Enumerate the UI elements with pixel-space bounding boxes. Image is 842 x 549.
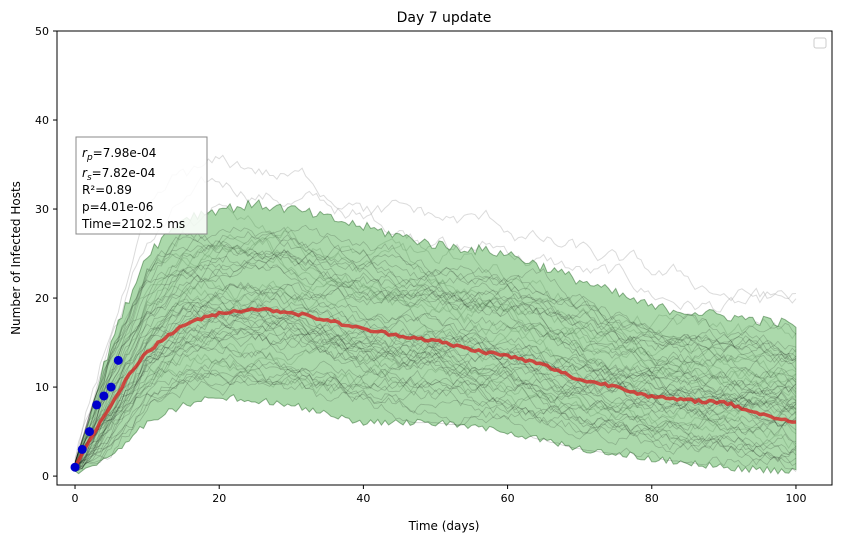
y-tick-label: 50 — [35, 25, 49, 38]
band-area — [74, 199, 797, 475]
y-axis-ticks: 0 10 20 30 40 50 — [35, 25, 57, 483]
simulation-trace — [74, 285, 797, 469]
simulation-trace — [74, 244, 797, 469]
plot-frame — [56, 30, 833, 486]
band-trace — [74, 226, 797, 463]
band-trace — [74, 319, 797, 465]
band-trace — [74, 315, 797, 467]
simulation-trace — [74, 279, 797, 463]
x-tick-label: 20 — [212, 492, 226, 505]
observed-points — [70, 355, 123, 472]
band-trace — [74, 250, 797, 466]
observed-point — [84, 427, 94, 437]
y-tick-label: 10 — [35, 381, 49, 394]
r2-text: R²=0.89 — [82, 183, 132, 197]
band-trace — [74, 284, 797, 472]
mean-curve — [73, 306, 797, 469]
band-trace — [74, 234, 797, 463]
band-trace — [74, 329, 797, 464]
confidence-band — [74, 199, 797, 475]
observed-point — [77, 444, 87, 454]
band-trace — [74, 304, 797, 468]
band-trace — [74, 357, 797, 472]
band-trace — [74, 231, 797, 463]
observed-point — [92, 400, 102, 410]
band-trace — [74, 281, 797, 464]
x-tick-label: 40 — [356, 492, 370, 505]
band-trace — [74, 331, 797, 471]
y-tick-label: 40 — [35, 114, 49, 127]
band-trace — [74, 304, 797, 472]
p-value-text: p=4.01e-06 — [82, 200, 153, 214]
time-text: Time=2102.5 ms — [81, 217, 185, 231]
simulation-trace — [74, 345, 797, 466]
x-axis-ticks: 0 20 40 60 80 100 — [72, 485, 806, 505]
y-tick-label: 0 — [42, 470, 49, 483]
band-trace — [74, 369, 797, 470]
observed-point — [106, 382, 116, 392]
simulation-trace — [74, 237, 797, 461]
y-tick-label: 30 — [35, 203, 49, 216]
observed-point — [99, 391, 109, 401]
simulation-trace — [74, 226, 797, 462]
band-trace — [74, 312, 797, 467]
observed-point — [113, 355, 123, 365]
band-trace — [74, 274, 797, 463]
simulation-trace — [74, 285, 797, 468]
band-trace — [74, 368, 797, 472]
band-trace — [74, 333, 797, 467]
band-trace — [74, 231, 797, 463]
observed-point — [70, 462, 80, 472]
band-trace — [74, 367, 797, 467]
band-trace — [74, 301, 797, 470]
band-trace — [74, 298, 797, 472]
band-trace — [74, 359, 797, 470]
x-tick-label: 100 — [785, 492, 806, 505]
simulation-trace — [74, 330, 797, 470]
band-trace — [74, 309, 797, 470]
simulation-trace — [74, 353, 797, 470]
x-tick-label: 80 — [645, 492, 659, 505]
band-trace — [74, 224, 797, 463]
x-axis-label: Time (days) — [408, 519, 480, 533]
rs-text: rs=7.82e-04 — [82, 166, 155, 183]
band-trace — [75, 366, 797, 470]
band-trace — [74, 262, 797, 466]
band-trace — [74, 291, 797, 465]
band-trace — [74, 340, 797, 471]
mean-line — [73, 306, 797, 469]
band-trace — [74, 249, 797, 472]
legend-box — [813, 37, 827, 49]
band-trace — [74, 255, 797, 464]
band-trace — [74, 249, 797, 466]
y-tick-label: 20 — [35, 292, 49, 305]
band-trace — [74, 353, 797, 471]
band-trace — [74, 248, 797, 463]
simulation-trace — [74, 237, 797, 462]
x-tick-label: 0 — [72, 492, 79, 505]
chart-title: Day 7 update — [397, 10, 492, 26]
band-trace — [74, 323, 797, 472]
x-tick-label: 60 — [501, 492, 515, 505]
band-trace — [74, 306, 797, 471]
band-trace — [74, 277, 797, 465]
band-trace — [74, 307, 797, 470]
band-trace — [74, 301, 797, 469]
rp-text: rp=7.98e-04 — [82, 146, 156, 163]
y-axis-label: Number of Infected Hosts — [9, 181, 23, 335]
band-trace — [74, 327, 797, 472]
stats-annotation: rp=7.98e-04 rs=7.82e-04 R²=0.89 p=4.01e-… — [75, 136, 208, 235]
